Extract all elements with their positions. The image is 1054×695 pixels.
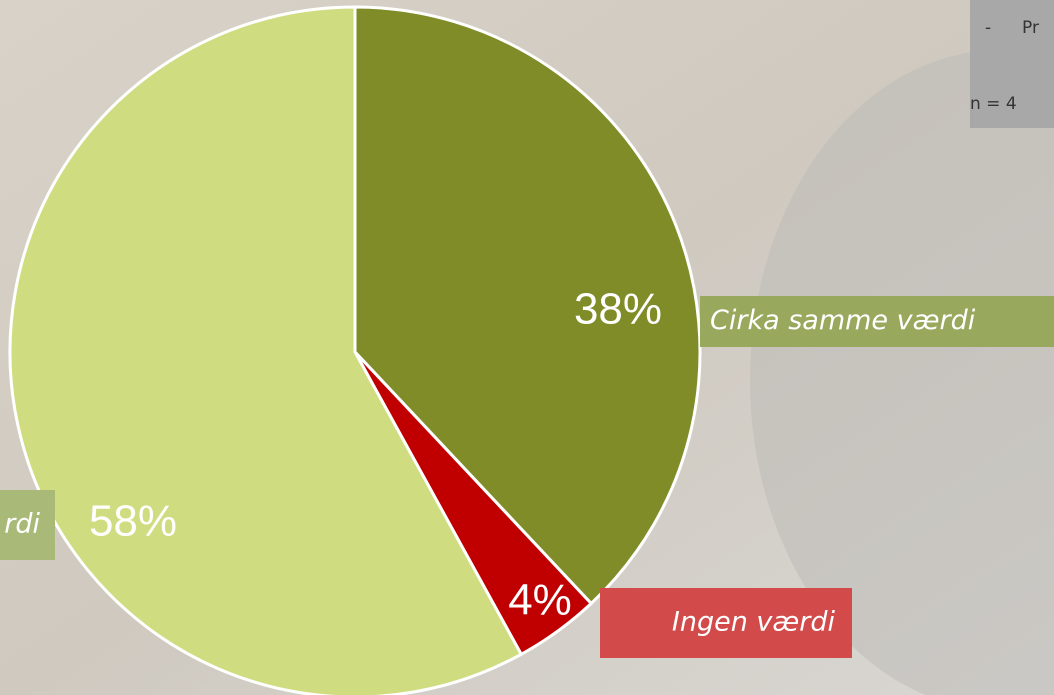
pie-slice	[8, 5, 524, 695]
background-shape	[750, 50, 1054, 695]
annotation: n = 4	[970, 94, 1017, 114]
pie-slice	[353, 5, 702, 606]
category-label: Ingen værdi	[672, 607, 836, 638]
category-label-box	[700, 296, 1054, 347]
category-label-box	[600, 588, 852, 658]
annotation: Pr	[1022, 18, 1039, 38]
category-label-box	[0, 490, 55, 560]
value-label: 4%	[508, 576, 572, 625]
note-box	[970, 0, 1054, 128]
value-label: 58%	[89, 497, 177, 546]
category-label: rdi	[4, 509, 40, 540]
annotation: -	[985, 18, 991, 38]
value-label: 38%	[574, 285, 662, 334]
category-label: Cirka samme værdi	[710, 305, 976, 336]
